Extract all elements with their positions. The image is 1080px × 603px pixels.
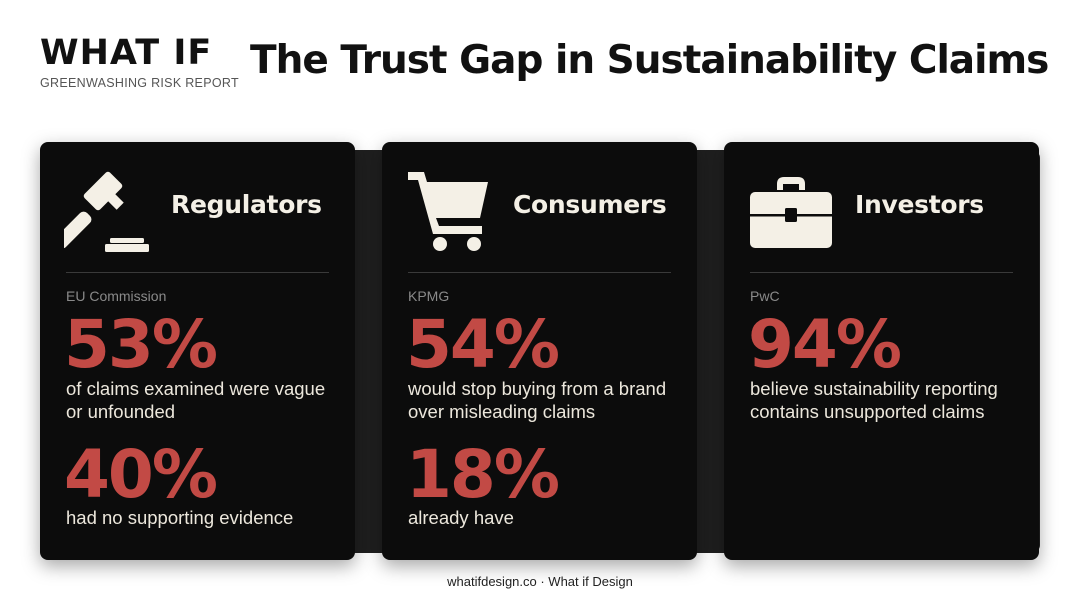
stat-description: believe sustainability reporting contain… <box>750 378 998 422</box>
stat-description: would stop buying from a brand over misl… <box>408 378 667 422</box>
stat-description: of claims examined were vague or unfound… <box>66 378 326 422</box>
briefcase-icon <box>750 177 832 248</box>
brand-subtitle: GREENWASHING RISK REPORT <box>40 76 239 90</box>
gavel-icon <box>64 171 149 252</box>
divider <box>66 272 329 273</box>
brand-logo: WHAT IF <box>40 33 213 73</box>
shopping-cart-icon <box>408 172 488 251</box>
card-heading: Investors <box>855 190 984 219</box>
card-heading: Consumers <box>513 190 667 219</box>
card-heading: Regulators <box>171 190 322 219</box>
stat-value: 94% <box>748 306 902 383</box>
card-consumers: Consumers KPMG 54% would stop buying fro… <box>382 142 697 560</box>
divider <box>408 272 671 273</box>
stat-value: 53% <box>64 306 218 383</box>
footer-credit: whatifdesign.co · What if Design <box>447 574 633 589</box>
card-regulators: Regulators EU Commission 53% of claims e… <box>40 142 355 560</box>
brand: WHAT IF GREENWASHING RISK REPORT <box>40 34 239 90</box>
source-label: EU Commission <box>66 288 167 304</box>
source-label: PwC <box>750 288 780 304</box>
stat-description: had no supporting evidence <box>66 507 294 528</box>
page-title: The Trust Gap in Sustainability Claims <box>250 38 1049 83</box>
stat-value: 54% <box>406 306 560 383</box>
stat-description: already have <box>408 507 514 528</box>
stat-value: 18% <box>406 436 560 513</box>
source-label: KPMG <box>408 288 450 304</box>
divider <box>750 272 1013 273</box>
stat-value: 40% <box>64 436 218 513</box>
card-investors: Investors PwC 94% believe sustainability… <box>724 142 1039 560</box>
